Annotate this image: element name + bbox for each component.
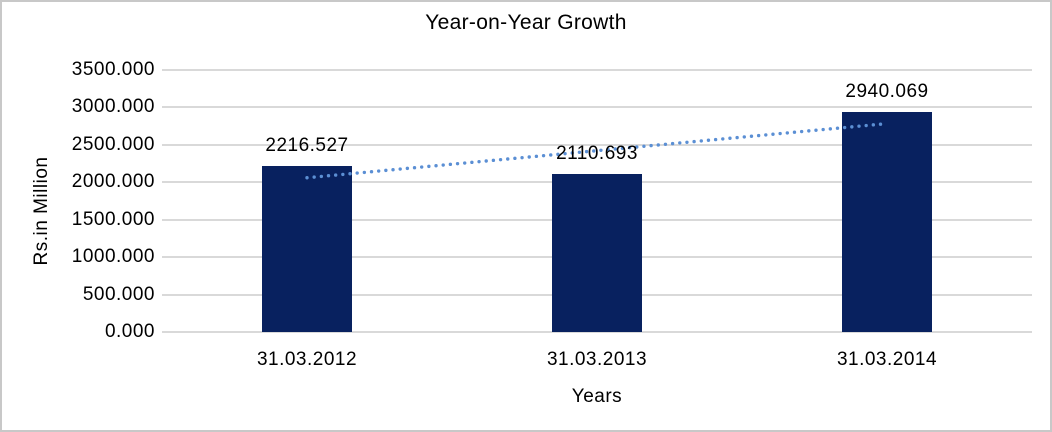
data-label: 2216.527 (265, 135, 349, 157)
x-axis-tick-label: 31.03.2014 (836, 349, 938, 370)
gridline (162, 331, 1032, 333)
chart-title: Year-on-Year Growth (425, 11, 627, 34)
x-axis-tick-label: 31.03.2012 (256, 349, 358, 370)
y-axis-tick-label: 2000.000 (71, 171, 155, 193)
gridline (162, 143, 1032, 146)
y-axis-tick-label: 500.000 (82, 283, 155, 305)
data-label: 2110.693 (556, 143, 638, 164)
y-axis-tick-label: 2500.000 (71, 133, 155, 155)
trendline (305, 121, 889, 180)
bar-31.03.2012 (262, 166, 352, 332)
plot-area: 2216.527 2110.693 2940.069 (162, 69, 1032, 333)
y-axis-tick-label: 1500.000 (71, 208, 155, 230)
bar-31.03.2014 (842, 111, 932, 332)
data-label: 2940.069 (845, 80, 929, 102)
y-axis-tick-label: 1000.000 (71, 246, 155, 268)
x-axis-title: Years (571, 386, 623, 407)
y-axis-tick-label: 0.000 (104, 321, 155, 342)
gridline (162, 69, 1032, 71)
x-axis-tick-label: 31.03.2013 (546, 349, 648, 370)
y-axis-tick-label: 3500.000 (71, 59, 155, 80)
y-axis-tick-label: 3000.000 (71, 96, 155, 118)
bar-31.03.2013 (552, 174, 642, 332)
gridline (162, 106, 1032, 109)
